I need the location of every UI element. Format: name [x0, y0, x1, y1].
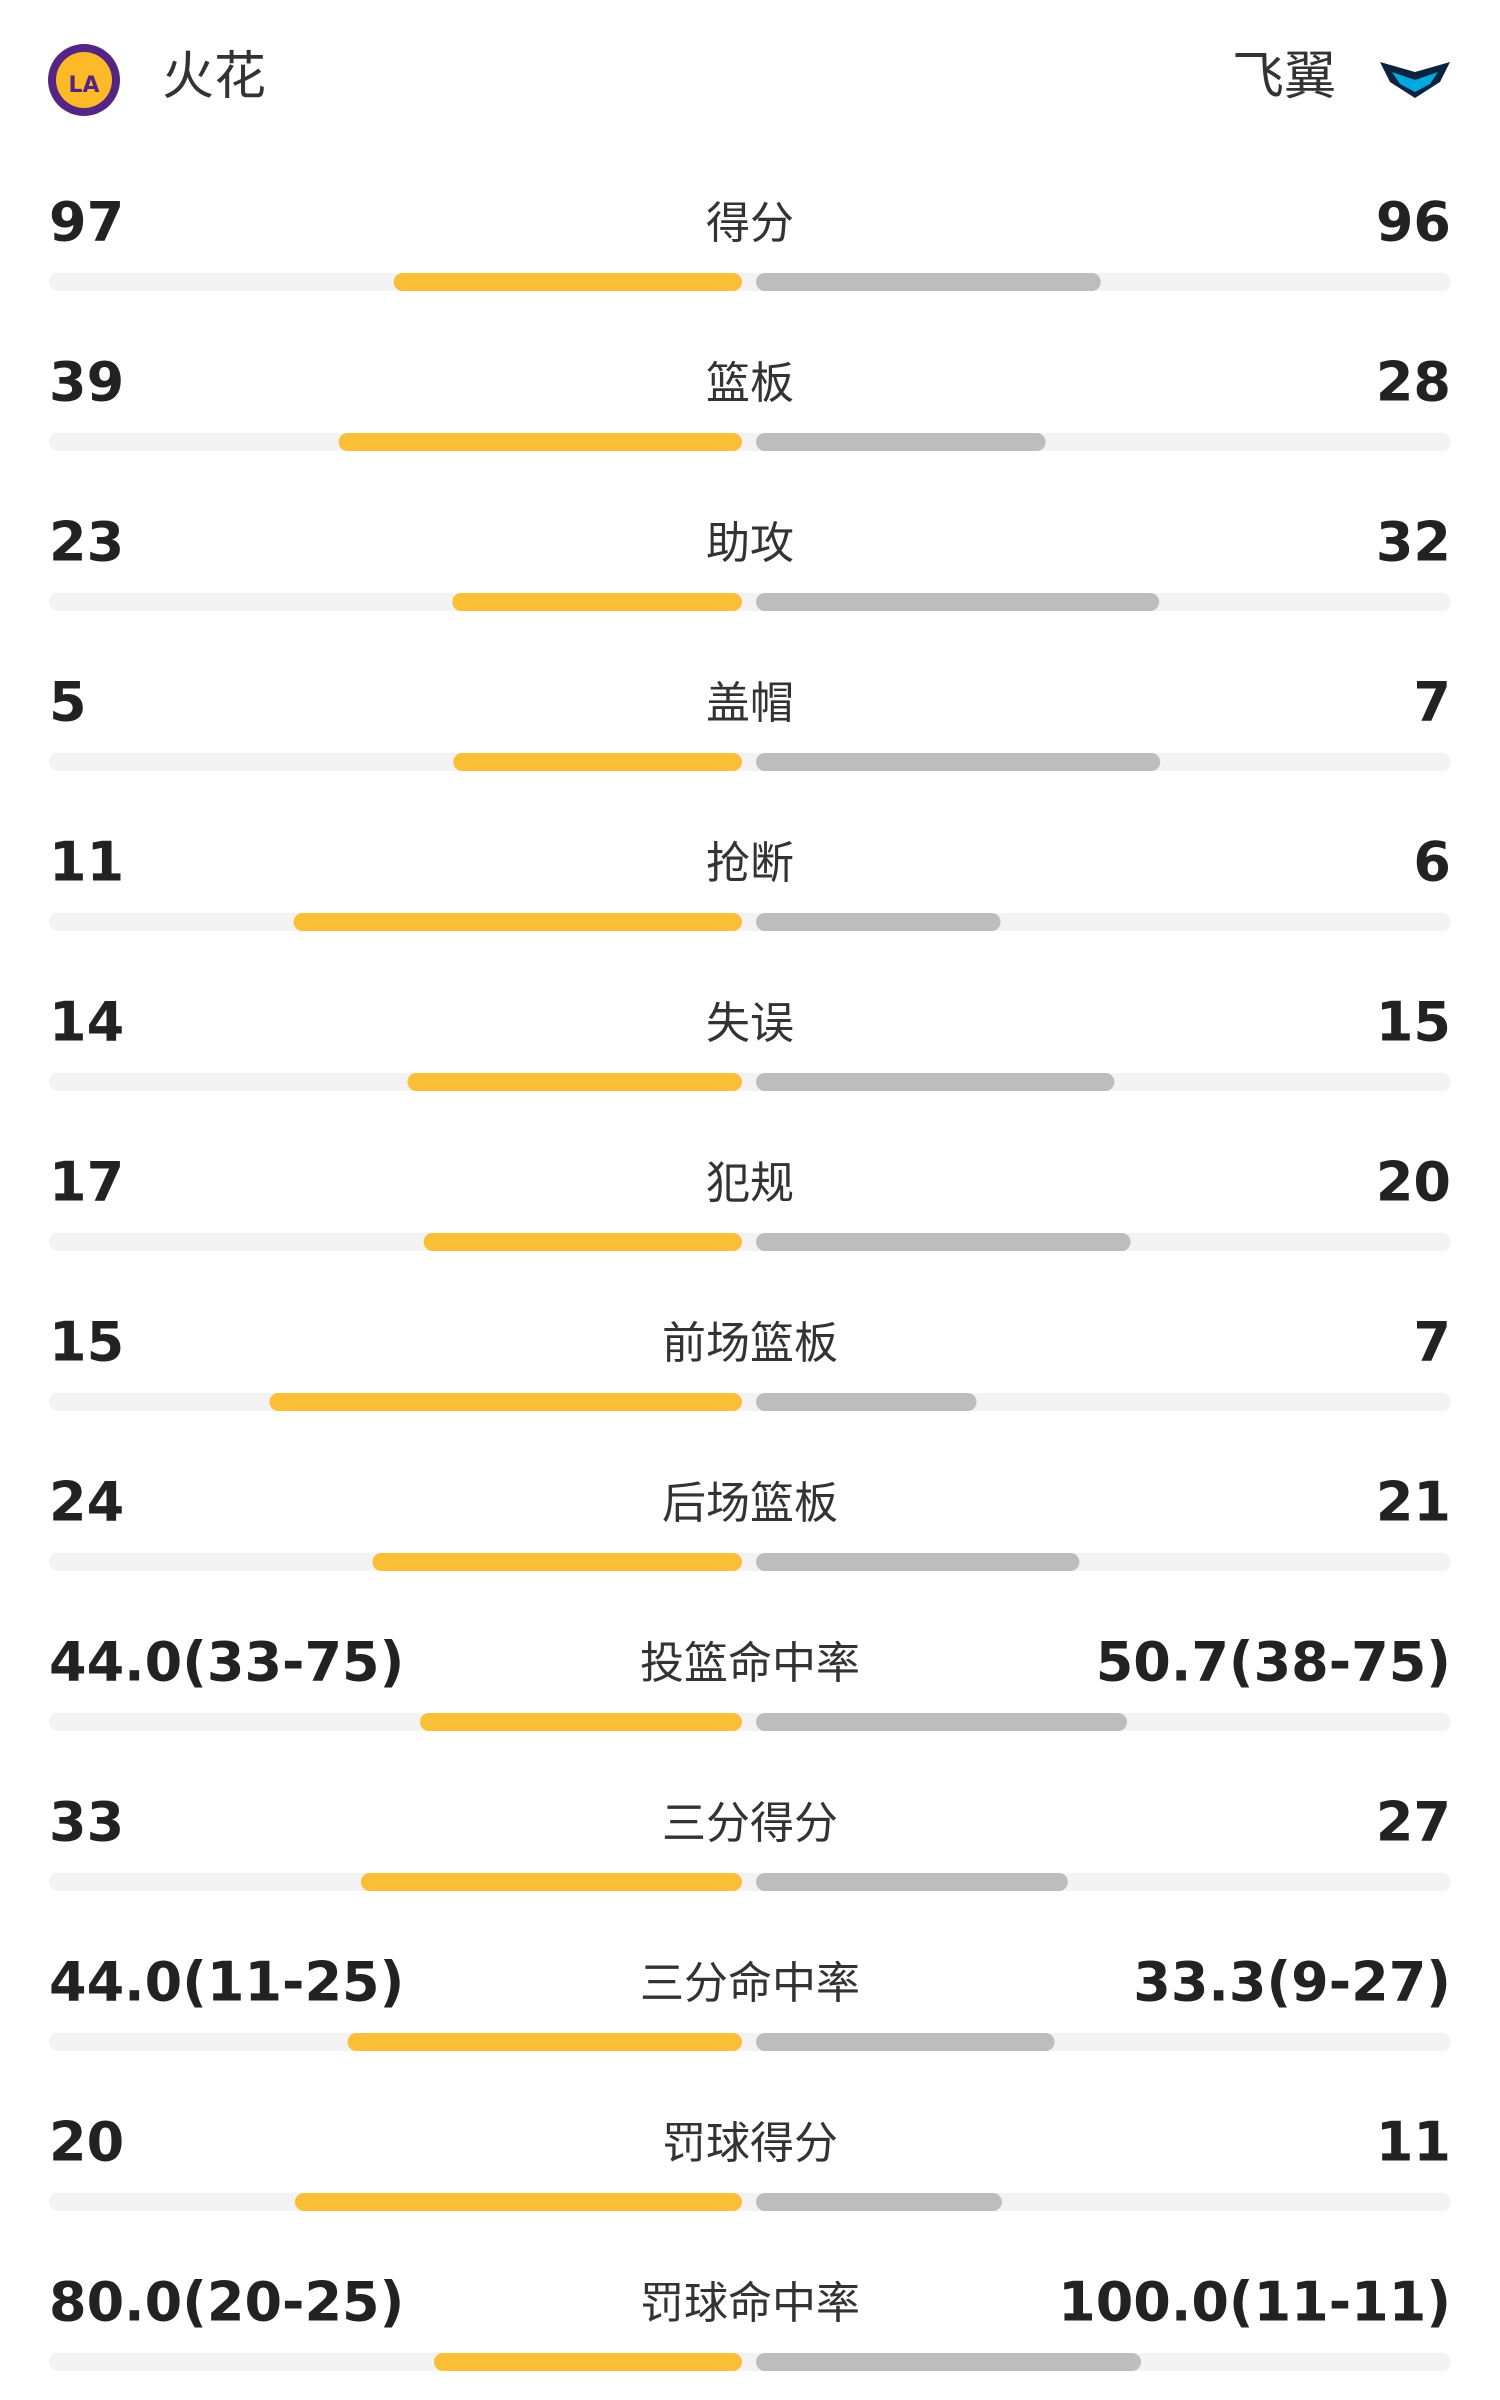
home-bar: [393, 273, 742, 291]
home-bar: [360, 1873, 742, 1891]
home-value: 15: [49, 1311, 124, 1374]
stat-label: 篮板: [706, 358, 794, 409]
home-bar: [420, 1713, 742, 1731]
away-bar: [756, 1873, 1068, 1891]
away-bar: [756, 1713, 1128, 1731]
home-team-name: 火花: [162, 47, 266, 107]
away-bar: [756, 273, 1101, 291]
home-value: 5: [49, 671, 87, 734]
home-bar: [407, 1073, 742, 1091]
bar-track: [49, 1073, 1451, 1091]
stat-label: 犯规: [706, 1158, 794, 1209]
away-bar: [756, 753, 1161, 771]
away-value: 96: [1376, 191, 1451, 254]
away-bar: [756, 2033, 1055, 2051]
bar-track: [49, 753, 1451, 771]
stat-label: 前场篮板: [662, 1318, 838, 1369]
home-bar: [338, 433, 742, 451]
away-bar: [756, 1073, 1115, 1091]
bar-track: [49, 2193, 1451, 2211]
home-bar: [269, 1393, 742, 1411]
stat-label: 得分: [706, 198, 794, 249]
home-bar: [372, 1553, 742, 1571]
bar-track: [49, 593, 1451, 611]
stat-label: 后场篮板: [662, 1478, 838, 1529]
home-value: 17: [49, 1151, 124, 1214]
away-bar: [756, 1553, 1080, 1571]
stat-label: 三分得分: [662, 1798, 838, 1849]
home-value: 44.0(11-25): [49, 1951, 404, 2014]
away-bar: [756, 1393, 977, 1411]
away-value: 50.7(38-75): [1096, 1631, 1451, 1694]
stat-label: 盖帽: [706, 678, 794, 729]
away-bar: [756, 1233, 1131, 1251]
away-value: 27: [1376, 1791, 1451, 1854]
home-value: 39: [49, 351, 124, 414]
stat-label: 抢断: [706, 838, 794, 889]
home-value: 14: [49, 991, 124, 1054]
home-value: 97: [49, 191, 124, 254]
home-bar: [453, 753, 742, 771]
home-logo: LA: [48, 44, 120, 116]
bar-track: [49, 2353, 1451, 2371]
bar-track: [49, 1713, 1451, 1731]
home-value: 20: [49, 2111, 124, 2174]
bar-track: [49, 1233, 1451, 1251]
away-value: 20: [1376, 1151, 1451, 1214]
away-value: 33.3(9-27): [1133, 1951, 1451, 2014]
away-bar: [756, 593, 1160, 611]
bar-track: [49, 433, 1451, 451]
home-bar: [347, 2033, 742, 2051]
home-value: 23: [49, 511, 124, 574]
home-value: 24: [49, 1471, 124, 1534]
away-value: 7: [1413, 671, 1451, 734]
home-value: 11: [49, 831, 124, 894]
away-value: 100.0(11-11): [1058, 2271, 1451, 2334]
stat-label: 罚球得分: [662, 2118, 838, 2169]
bar-track: [49, 1873, 1451, 1891]
bar-track: [49, 273, 1451, 291]
away-value: 28: [1376, 351, 1451, 414]
stat-label: 三分命中率: [640, 1958, 860, 2009]
away-logo: [1380, 62, 1450, 98]
svg-text:LA: LA: [68, 73, 99, 98]
stat-label: 罚球命中率: [640, 2278, 860, 2329]
away-value: 6: [1413, 831, 1451, 894]
away-value: 7: [1413, 1311, 1451, 1374]
away-team-name: 飞翼: [1232, 47, 1336, 107]
away-value: 15: [1376, 991, 1451, 1054]
away-bar: [756, 433, 1046, 451]
home-value: 80.0(20-25): [49, 2271, 404, 2334]
home-value: 33: [49, 1791, 124, 1854]
home-bar: [452, 593, 742, 611]
home-bar: [434, 2353, 742, 2371]
bar-track: [49, 2033, 1451, 2051]
home-bar: [293, 913, 742, 931]
away-value: 11: [1376, 2111, 1451, 2174]
bar-track: [49, 1553, 1451, 1571]
home-bar: [423, 1233, 742, 1251]
stat-label: 投篮命中率: [640, 1638, 860, 1689]
stat-label: 失误: [706, 998, 794, 1049]
home-bar: [294, 2193, 742, 2211]
away-bar: [756, 2353, 1141, 2371]
away-value: 21: [1376, 1471, 1451, 1534]
away-value: 32: [1376, 511, 1451, 574]
bar-track: [49, 1393, 1451, 1411]
stat-label: 助攻: [706, 518, 794, 569]
bar-track: [49, 913, 1451, 931]
home-value: 44.0(33-75): [49, 1631, 404, 1694]
away-bar: [756, 913, 1001, 931]
away-bar: [756, 2193, 1002, 2211]
